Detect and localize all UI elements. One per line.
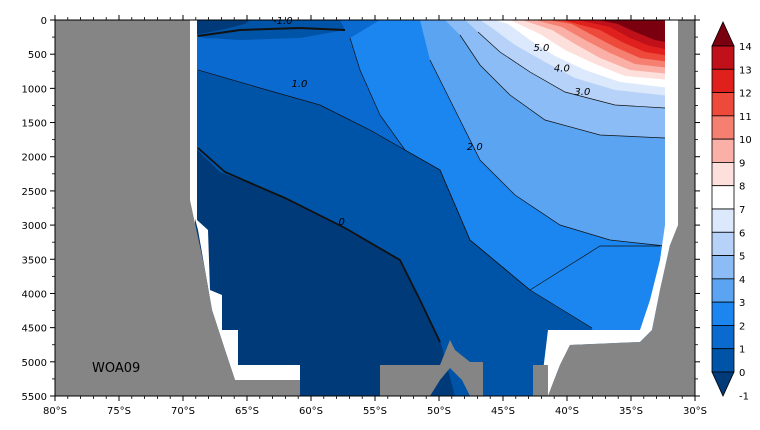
contour-label: 5.0	[533, 43, 549, 54]
y-tick-label: 2000	[22, 153, 47, 164]
y-axis: 0 500 1000 1500 2000 2500 3000 3500 4000 4500 5000…	[22, 16, 700, 403]
land-ridge-2	[395, 380, 430, 396]
colorbar-swatch	[711, 301, 735, 326]
topography-layer	[55, 20, 695, 396]
colorbar-swatch	[711, 92, 735, 117]
contour-label: 4.0	[554, 63, 570, 74]
colorbar-swatch	[711, 325, 735, 350]
missing-data-layer	[190, 20, 678, 396]
colorbar-swatch	[711, 231, 735, 256]
colorbar-swatch	[711, 278, 735, 303]
colorbar-swatch	[711, 162, 735, 187]
x-tick-label: 75°S	[107, 406, 131, 417]
contour-line-neg1	[197, 26, 346, 37]
colorbar-label: 6	[739, 228, 745, 239]
colorbar-swatch	[711, 138, 735, 163]
contour-fill-layer	[195, 20, 670, 396]
y-tick-label: 4000	[22, 289, 47, 300]
colorbar-label: 9	[739, 158, 745, 169]
colorbar-label: 13	[739, 65, 752, 76]
colorbar-swatch	[711, 208, 735, 233]
colorbar-label: 2	[739, 321, 745, 332]
x-tick-label: 35°S	[619, 406, 643, 417]
x-axis: 80°S 75°S 70°S 65°S 60°S 55°S 50°S 45°S 40°S 35°S…	[43, 15, 707, 417]
y-tick-label: 1500	[22, 119, 47, 130]
colorbar-label: 3	[739, 298, 745, 309]
contour-line-layer	[197, 26, 666, 343]
water-level-neg1-surface	[195, 20, 250, 34]
y-tick-label: 0	[41, 16, 47, 27]
missing-data-east	[540, 20, 678, 396]
colorbar-swatch	[711, 68, 735, 93]
water-level-neg1-0	[195, 148, 455, 396]
contour-label: 0	[339, 217, 345, 228]
colorbar-bottom-arrow	[711, 371, 735, 397]
dataset-label: WOA09	[92, 361, 140, 376]
y-tick-label: 3000	[22, 221, 47, 232]
y-tick-label: 4500	[22, 324, 47, 335]
colorbar-swatch	[711, 45, 735, 70]
contour-line-0	[197, 147, 441, 343]
colorbar-label: 11	[739, 112, 752, 123]
x-tick-label: 60°S	[299, 406, 323, 417]
colorbar-swatch	[711, 255, 735, 280]
colorbar-label: 5	[739, 252, 745, 263]
contour-line-5	[477, 31, 666, 109]
colorbar-label: 8	[739, 182, 745, 193]
x-tick-label: 55°S	[363, 406, 387, 417]
y-tick-label: 500	[28, 50, 47, 61]
land-west	[55, 20, 300, 396]
contour-label: -1.0	[273, 16, 293, 27]
x-tick-label: 70°S	[171, 406, 195, 417]
colorbar-top-arrow	[711, 21, 735, 47]
colorbar-swatch	[711, 115, 735, 140]
y-tick-label: 5000	[22, 358, 47, 369]
colorbar-label: 12	[739, 89, 752, 100]
y-tick-label: 2500	[22, 187, 47, 198]
contour-label: 2.0	[467, 142, 483, 153]
contour-line-3	[429, 59, 666, 247]
colorbar-label: 7	[739, 205, 745, 216]
contour-label: 3.0	[574, 87, 590, 98]
x-tick-label: 65°S	[235, 406, 259, 417]
land-east	[548, 20, 695, 396]
y-tick-label: 3500	[22, 255, 47, 266]
contour-line-2	[349, 37, 660, 291]
x-tick-label: 40°S	[555, 406, 579, 417]
colorbar-label: 0	[739, 368, 745, 379]
colorbar-label: 1	[739, 345, 745, 356]
contour-line-4	[459, 34, 666, 139]
colorbar-label: 4	[739, 275, 745, 286]
y-tick-label: 5500	[22, 392, 47, 403]
contour-label: 1.0	[292, 79, 308, 90]
colorbar-label: -1	[739, 391, 749, 402]
water-level-over-14	[598, 20, 670, 43]
x-tick-label: 30°S	[683, 406, 707, 417]
y-tick-label: 1000	[22, 84, 47, 95]
colorbar-swatch	[711, 185, 735, 210]
colorbar-label: 10	[739, 135, 752, 146]
colorbar-swatch	[711, 348, 735, 373]
contour-labels: -1.0 1.0 0 2.0 3.0 4.0 5.0	[273, 16, 590, 228]
x-tick-label: 50°S	[427, 406, 451, 417]
colorbar-label: 14	[739, 42, 752, 53]
x-tick-label: 45°S	[491, 406, 515, 417]
x-tick-label: 80°S	[43, 406, 67, 417]
land-ridge-3	[533, 365, 548, 396]
